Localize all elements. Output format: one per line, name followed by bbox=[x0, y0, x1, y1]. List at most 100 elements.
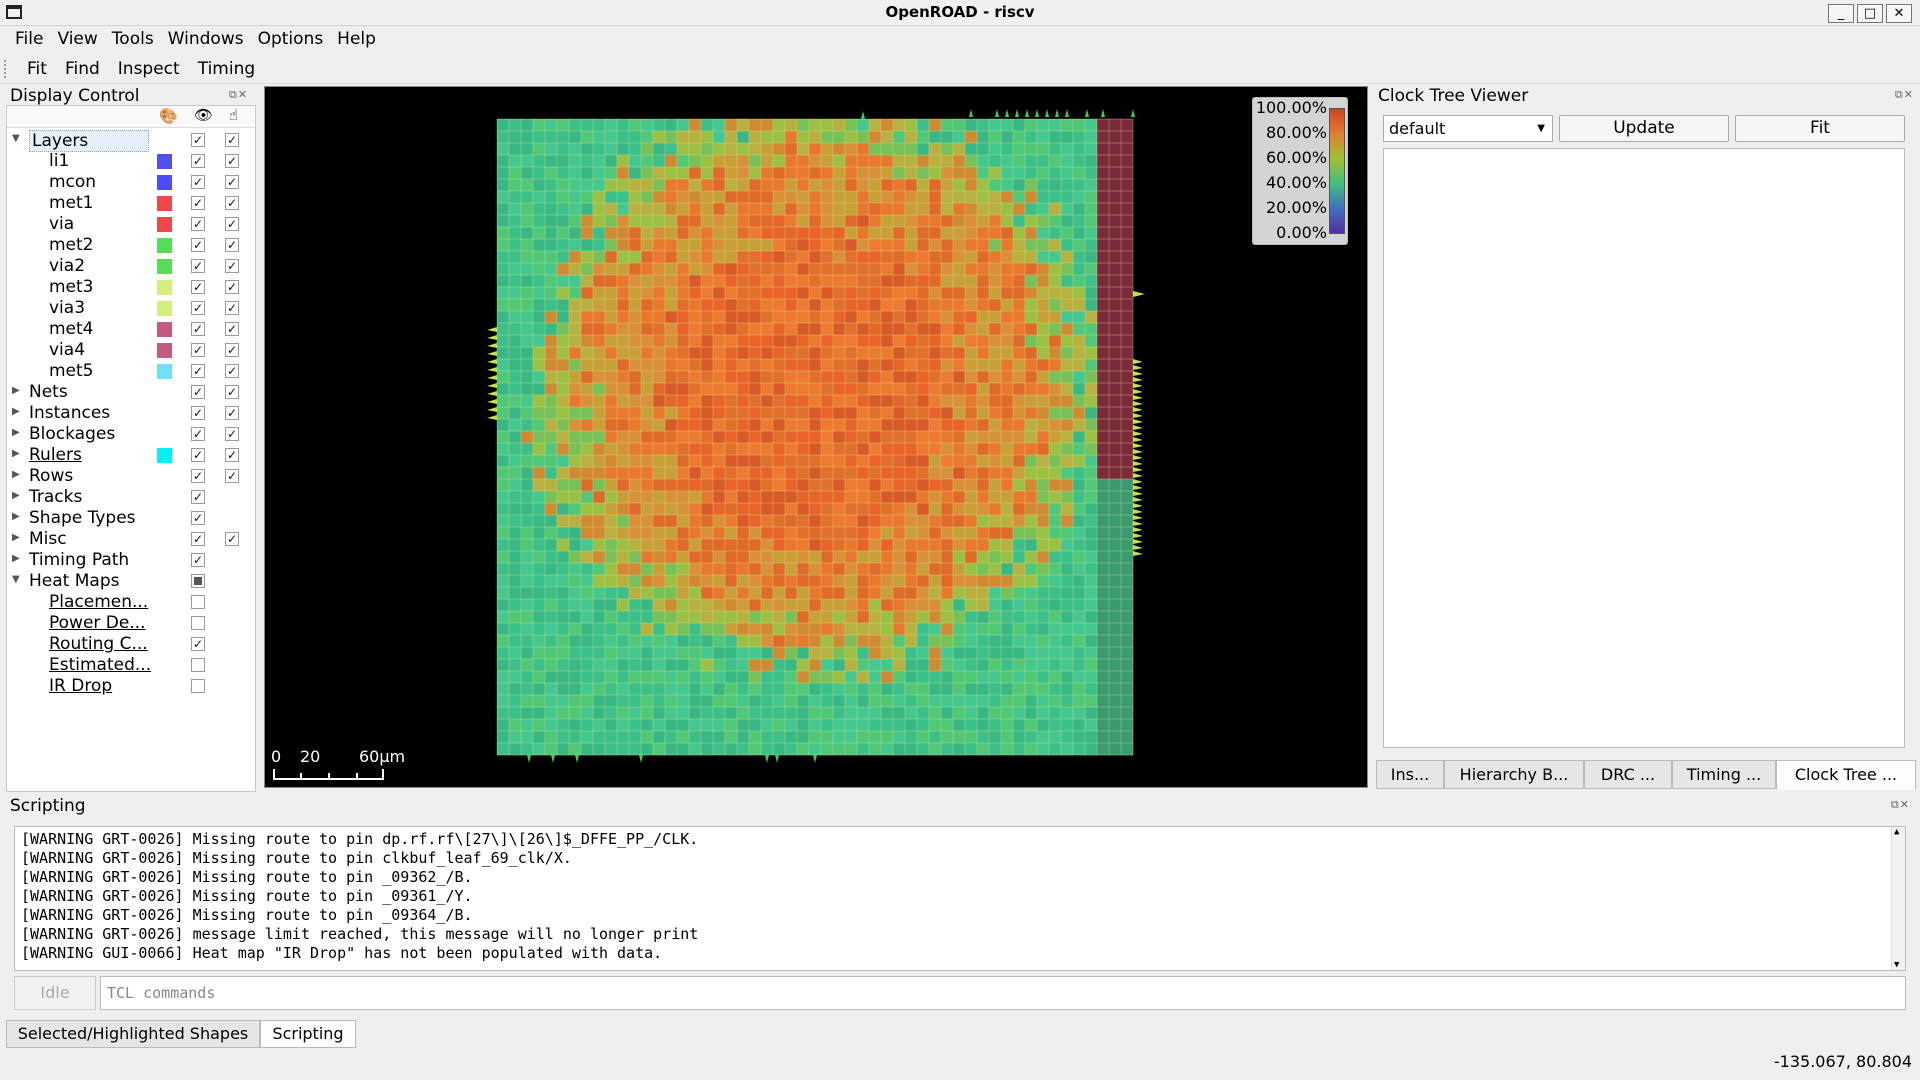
tab-timing[interactable]: Timing ... bbox=[1672, 760, 1776, 789]
tree-item-group[interactable]: ▶ Nets ✓ ✓ bbox=[7, 382, 255, 403]
selectable-checkbox[interactable]: ✓ bbox=[225, 322, 239, 336]
tree-item-group[interactable]: ▶ Blockages ✓ ✓ bbox=[7, 424, 255, 445]
visibility-checkbox[interactable]: ✓ bbox=[191, 154, 205, 168]
tab-hierarchy-browser[interactable]: Hierarchy B... bbox=[1444, 760, 1584, 789]
update-button[interactable]: Update bbox=[1559, 115, 1729, 142]
tree-item-layer[interactable]: met2 ✓ ✓ bbox=[7, 235, 255, 256]
vertical-scrollbar[interactable]: ▲ ▼ bbox=[1891, 827, 1905, 970]
menu-windows[interactable]: Windows bbox=[167, 29, 244, 49]
timing-button[interactable]: Timing bbox=[197, 59, 256, 79]
tree-item-layer[interactable]: via ✓ ✓ bbox=[7, 214, 255, 235]
tree-item-layer[interactable]: mcon ✓ ✓ bbox=[7, 172, 255, 193]
layer-color-swatch[interactable] bbox=[157, 217, 172, 232]
inspect-button[interactable]: Inspect bbox=[117, 59, 180, 79]
layout-canvas[interactable]: 100.00% 80.00% 60.00% 40.00% 20.00% 0.00… bbox=[264, 86, 1368, 788]
visibility-checkbox[interactable] bbox=[191, 679, 205, 693]
dock-float-close-icon[interactable]: ⧉✕ bbox=[229, 88, 249, 101]
visibility-checkbox[interactable]: ✓ bbox=[191, 364, 205, 378]
selectable-checkbox[interactable]: ✓ bbox=[225, 532, 239, 546]
tree-item-layers[interactable]: ▼ Layers ✓ ✓ bbox=[7, 130, 255, 152]
tree-item-layer[interactable]: met4 ✓ ✓ bbox=[7, 319, 255, 340]
visibility-checkbox[interactable]: ✓ bbox=[191, 385, 205, 399]
visibility-checkbox[interactable]: ✓ bbox=[191, 133, 205, 147]
tree-item-layer[interactable]: via4 ✓ ✓ bbox=[7, 340, 255, 361]
selectable-checkbox[interactable]: ✓ bbox=[225, 364, 239, 378]
minimize-button[interactable]: _ bbox=[1828, 4, 1854, 23]
app-icon[interactable] bbox=[6, 5, 22, 19]
tab-inspector[interactable]: Ins... bbox=[1376, 760, 1444, 789]
collapse-arrow-icon[interactable]: ▼ bbox=[12, 133, 20, 144]
scroll-up-icon[interactable]: ▲ bbox=[1894, 827, 1900, 837]
visibility-checkbox[interactable] bbox=[191, 616, 205, 630]
expand-arrow-icon[interactable]: ▶ bbox=[12, 511, 20, 522]
menu-view[interactable]: View bbox=[57, 29, 98, 49]
tree-item-group[interactable]: ▶ Instances ✓ ✓ bbox=[7, 403, 255, 424]
close-button[interactable]: ✕ bbox=[1886, 4, 1912, 23]
visibility-checkbox[interactable]: ✓ bbox=[191, 196, 205, 210]
collapse-arrow-icon[interactable]: ▼ bbox=[12, 574, 20, 585]
tcl-command-input[interactable]: TCL commands bbox=[100, 976, 1906, 1010]
tree-item-heatmap[interactable]: Routing C... ✓ bbox=[7, 634, 255, 655]
visibility-checkbox[interactable]: ✓ bbox=[191, 427, 205, 441]
selectable-checkbox[interactable]: ✓ bbox=[225, 238, 239, 252]
layer-color-swatch[interactable] bbox=[157, 322, 172, 337]
maximize-button[interactable]: □ bbox=[1857, 4, 1883, 23]
clock-tree-view-area[interactable] bbox=[1383, 148, 1905, 748]
fit-button[interactable]: Fit bbox=[27, 59, 47, 79]
selectable-checkbox[interactable]: ✓ bbox=[225, 385, 239, 399]
layer-color-swatch[interactable] bbox=[157, 175, 172, 190]
layer-color-swatch[interactable] bbox=[157, 196, 172, 211]
layer-color-swatch[interactable] bbox=[157, 154, 172, 169]
tree-item-layer[interactable]: via3 ✓ ✓ bbox=[7, 298, 255, 319]
visibility-checkbox[interactable] bbox=[191, 658, 205, 672]
clock-select[interactable]: default ▼ bbox=[1383, 115, 1553, 142]
tree-item-layer[interactable]: via2 ✓ ✓ bbox=[7, 256, 255, 277]
selectable-checkbox[interactable]: ✓ bbox=[225, 175, 239, 189]
visibility-checkbox[interactable] bbox=[191, 574, 205, 588]
menu-file[interactable]: File bbox=[15, 29, 44, 49]
visibility-checkbox[interactable]: ✓ bbox=[191, 532, 205, 546]
tree-item-heat-maps[interactable]: ▼ Heat Maps bbox=[7, 571, 255, 592]
tree-item-group[interactable]: ▶ Tracks ✓ bbox=[7, 487, 255, 508]
tree-item-heatmap[interactable]: Power De... bbox=[7, 613, 255, 634]
expand-arrow-icon[interactable]: ▶ bbox=[12, 490, 20, 501]
tree-item-layer[interactable]: met1 ✓ ✓ bbox=[7, 193, 255, 214]
selectable-checkbox[interactable]: ✓ bbox=[225, 196, 239, 210]
tab-scripting[interactable]: Scripting bbox=[260, 1020, 356, 1048]
find-button[interactable]: Find bbox=[64, 59, 100, 79]
tree-item-layer[interactable]: met5 ✓ ✓ bbox=[7, 361, 255, 382]
layer-color-swatch[interactable] bbox=[157, 301, 172, 316]
selectable-checkbox[interactable]: ✓ bbox=[225, 343, 239, 357]
expand-arrow-icon[interactable]: ▶ bbox=[12, 406, 20, 417]
expand-arrow-icon[interactable]: ▶ bbox=[12, 469, 20, 480]
visibility-checkbox[interactable]: ✓ bbox=[191, 469, 205, 483]
scroll-down-icon[interactable]: ▼ bbox=[1894, 960, 1900, 970]
tree-item-heatmap[interactable]: Placemen... bbox=[7, 592, 255, 613]
menu-help[interactable]: Help bbox=[337, 29, 376, 49]
layer-color-swatch[interactable] bbox=[157, 448, 172, 463]
selectable-checkbox[interactable]: ✓ bbox=[225, 280, 239, 294]
visibility-checkbox[interactable]: ✓ bbox=[191, 637, 205, 651]
visibility-checkbox[interactable]: ✓ bbox=[191, 301, 205, 315]
layer-color-swatch[interactable] bbox=[157, 238, 172, 253]
toolbar-grip[interactable] bbox=[4, 60, 8, 78]
fit-clock-button[interactable]: Fit bbox=[1735, 115, 1905, 142]
selectable-checkbox[interactable]: ✓ bbox=[225, 217, 239, 231]
visibility-checkbox[interactable]: ✓ bbox=[191, 553, 205, 567]
expand-arrow-icon[interactable]: ▶ bbox=[12, 448, 20, 459]
tree-item-layer[interactable]: met3 ✓ ✓ bbox=[7, 277, 255, 298]
menu-tools[interactable]: Tools bbox=[111, 29, 154, 49]
tree-item-heatmap[interactable]: Estimated... bbox=[7, 655, 255, 676]
dock-float-close-icon[interactable]: ⧉✕ bbox=[1894, 88, 1914, 101]
tree-item-group[interactable]: ▶ Shape Types ✓ bbox=[7, 508, 255, 529]
tree-item-group[interactable]: ▶ Rows ✓ ✓ bbox=[7, 466, 255, 487]
visibility-checkbox[interactable]: ✓ bbox=[191, 280, 205, 294]
expand-arrow-icon[interactable]: ▶ bbox=[12, 427, 20, 438]
dock-float-close-icon[interactable]: ⧉✕ bbox=[1890, 798, 1910, 811]
selectable-checkbox[interactable]: ✓ bbox=[225, 154, 239, 168]
tree-item-group[interactable]: ▶ Misc ✓ ✓ bbox=[7, 529, 255, 550]
menu-options[interactable]: Options bbox=[257, 29, 324, 49]
visibility-checkbox[interactable]: ✓ bbox=[191, 406, 205, 420]
expand-arrow-icon[interactable]: ▶ bbox=[12, 532, 20, 543]
visibility-checkbox[interactable]: ✓ bbox=[191, 217, 205, 231]
